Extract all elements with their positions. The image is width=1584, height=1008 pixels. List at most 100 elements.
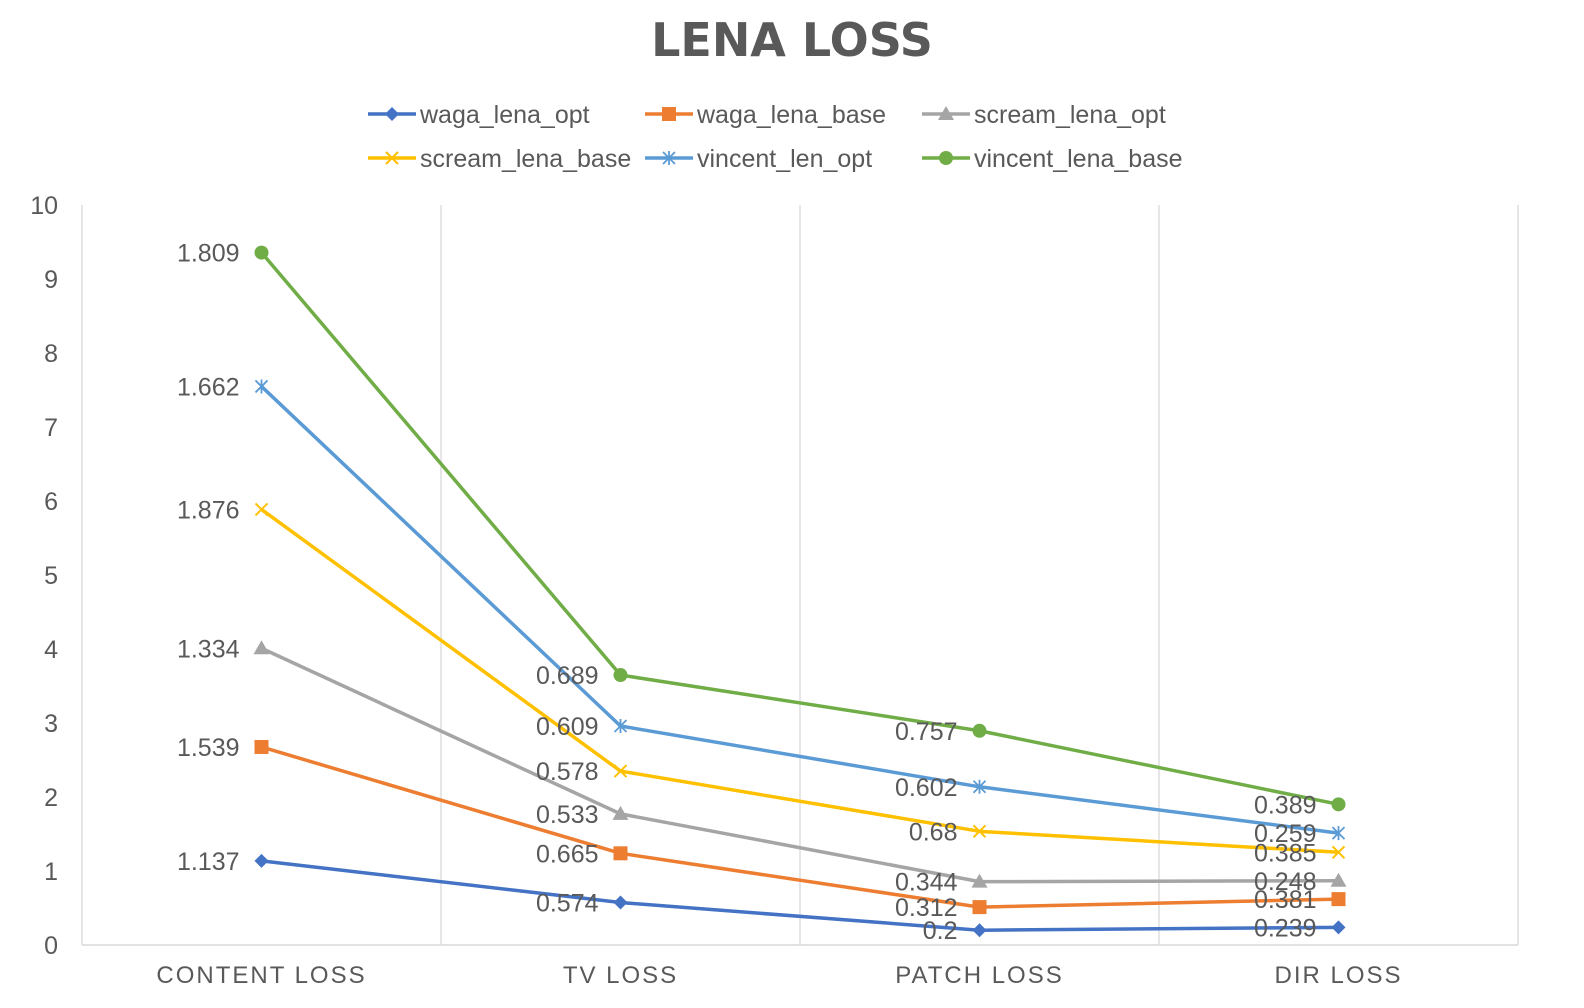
- legend-label: vincent_len_opt: [697, 145, 872, 173]
- series-line: [260, 508, 1339, 855]
- legend-label: vincent_lena_base: [974, 145, 1183, 173]
- data-point: [1331, 797, 1346, 812]
- legend-item: waga_lena_opt: [368, 101, 590, 129]
- legend-label: waga_lena_opt: [419, 101, 590, 129]
- data-label: 1.876: [177, 496, 240, 524]
- data-point: [254, 245, 269, 260]
- legend-label: scream_lena_opt: [974, 101, 1166, 129]
- data-point: [972, 779, 987, 794]
- data-point: [1331, 845, 1346, 859]
- data-label: 1.809: [177, 240, 240, 268]
- series-line: [261, 859, 1339, 932]
- legend: waga_lena_opt waga_lena_base scream_lena_o…: [368, 101, 1183, 173]
- series-waga_lena_base: 1.539 0.665 0.312 0.381: [177, 734, 1346, 922]
- data-point: [971, 873, 988, 888]
- data-label: 0.578: [536, 758, 599, 786]
- y-tick-label: 10: [30, 192, 58, 220]
- data-point: [254, 853, 269, 868]
- data-label: 0.381: [1254, 886, 1317, 914]
- data-point: [613, 895, 628, 910]
- data-label: 0.389: [1254, 791, 1317, 819]
- x-tick-label: CONTENT LOSS: [156, 962, 366, 989]
- legend-item: scream_lena_base: [368, 145, 631, 173]
- y-tick-label: 2: [44, 784, 58, 812]
- data-point: [1330, 872, 1347, 887]
- data-label: 0.239: [1254, 914, 1317, 942]
- data-point: [612, 805, 629, 820]
- legend-marker: [385, 107, 399, 121]
- data-label: 0.68: [909, 818, 958, 846]
- series-line: [260, 385, 1339, 835]
- data-point: [972, 723, 987, 738]
- data-point: [254, 379, 269, 394]
- data-label: 1.334: [177, 635, 240, 663]
- gridlines: [81, 205, 1519, 946]
- data-point: [972, 900, 987, 915]
- x-tick-label: TV LOSS: [563, 962, 678, 989]
- legend-marker: [938, 106, 954, 120]
- chart-title: LENA LOSS: [651, 13, 933, 67]
- data-point: [613, 764, 628, 778]
- data-point: [1331, 826, 1346, 841]
- data-point: [1331, 892, 1346, 907]
- legend-item: vincent_lena_base: [922, 145, 1183, 173]
- series-scream_lena_opt: 1.334 0.533 0.344 0.248: [177, 635, 1347, 897]
- series-scream_lena_base: 1.876 0.578 0.68 0.385: [177, 496, 1346, 867]
- data-point: [613, 668, 628, 683]
- data-point: [254, 739, 269, 754]
- data-point: [972, 824, 987, 839]
- data-label: 0.757: [895, 718, 958, 746]
- data-point: [253, 640, 270, 655]
- legend-item: scream_lena_opt: [922, 101, 1166, 129]
- legend-item: vincent_len_opt: [645, 145, 872, 173]
- y-tick-label: 3: [44, 710, 58, 738]
- y-tick-label: 6: [44, 488, 58, 516]
- legend-marker: [939, 151, 953, 165]
- data-label: 0.385: [1254, 839, 1317, 867]
- data-label: 0.2: [923, 917, 958, 945]
- y-tick-label: 1: [44, 858, 58, 886]
- data-point: [613, 846, 628, 861]
- data-label: 1.137: [177, 848, 240, 876]
- series-vincent_lena_base: 1.809 0.689 0.757 0.389: [177, 240, 1346, 819]
- y-tick-label: 5: [44, 562, 58, 590]
- data-label: 0.533: [536, 801, 599, 829]
- data-label: 1.539: [177, 734, 240, 762]
- x-axis: CONTENT LOSS TV LOSS PATCH LOSS DIR LOSS: [156, 962, 1402, 989]
- y-tick-label: 4: [44, 636, 58, 664]
- legend-marker: [662, 151, 676, 165]
- series-line: [260, 646, 1339, 884]
- data-label: 0.248: [1254, 868, 1317, 896]
- series-waga_lena_opt: 1.137 0.574 0.2 0.239: [177, 848, 1346, 945]
- legend-marker: [662, 107, 676, 121]
- data-point: [254, 502, 269, 517]
- legend-marker: [385, 151, 399, 165]
- y-axis: 0 1 2 3 4 5 6 7 8 9 10: [30, 192, 58, 960]
- x-tick-label: DIR LOSS: [1274, 962, 1402, 989]
- y-tick-label: 0: [44, 932, 58, 960]
- data-label: 0.259: [1254, 820, 1317, 848]
- data-label: 0.574: [536, 890, 599, 918]
- legend-label: waga_lena_base: [696, 101, 886, 129]
- data-point: [613, 719, 628, 734]
- legend-item: waga_lena_base: [645, 101, 886, 129]
- data-label: 0.312: [895, 894, 958, 922]
- series-line: [261, 745, 1339, 909]
- data-point: [1331, 920, 1346, 935]
- y-tick-label: 9: [44, 266, 58, 294]
- data-label: 0.689: [536, 662, 599, 690]
- series-line: [260, 251, 1339, 807]
- legend-label: scream_lena_base: [420, 145, 631, 173]
- data-point: [972, 923, 987, 938]
- data-label: 0.344: [895, 869, 958, 897]
- x-tick-label: PATCH LOSS: [895, 962, 1063, 989]
- data-label: 0.665: [536, 840, 599, 868]
- data-label: 0.609: [536, 713, 599, 741]
- data-label: 1.662: [177, 373, 240, 401]
- y-tick-label: 8: [44, 340, 58, 368]
- y-tick-label: 7: [44, 414, 58, 442]
- data-label: 0.602: [895, 774, 958, 802]
- series-vincent_len_opt: 1.662 0.609 0.602 0.259: [177, 373, 1346, 848]
